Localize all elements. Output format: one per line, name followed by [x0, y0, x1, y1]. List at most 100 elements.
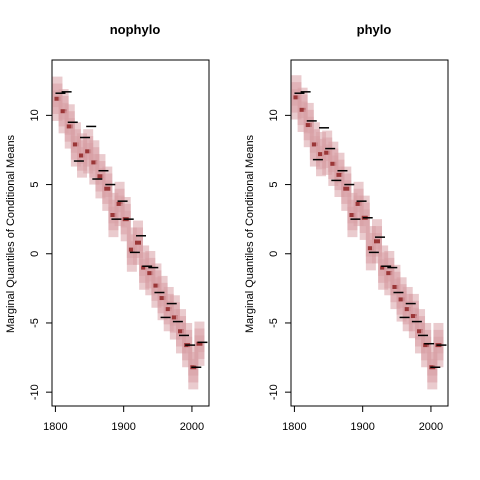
quantile-band [341, 166, 352, 211]
quantile-band [157, 275, 168, 321]
median-mark [141, 265, 148, 270]
median-mark [153, 283, 160, 288]
quantile-band [139, 245, 150, 290]
quantile-band [114, 181, 125, 227]
x-tick-label: 2000 [180, 421, 204, 433]
median-mark [299, 107, 306, 112]
median-mark [410, 314, 417, 319]
quantile-band [384, 250, 395, 296]
quantile-band [402, 286, 413, 332]
quantile-band [176, 309, 187, 354]
panel-nophylo: nophylo Marginal Quantiles of Conditiona… [5, 22, 210, 433]
y-tick-label: 0 [268, 251, 280, 257]
chart-title: phylo [357, 22, 392, 37]
axes: 1800 1900 2000 10 5 0 -5 -10 [268, 109, 443, 433]
quantile-band [95, 154, 106, 199]
quantile-band [126, 227, 137, 272]
y-tick-label: 5 [268, 181, 280, 187]
quantile-band [70, 122, 81, 167]
median-mark [324, 150, 331, 155]
median-mark [66, 124, 73, 129]
median-mark [404, 307, 411, 312]
y-tick-label: 0 [29, 251, 41, 257]
quantile-band [378, 245, 389, 290]
median-mark [171, 315, 178, 320]
median-mark [318, 152, 325, 157]
quantile-band [145, 250, 156, 296]
median-mark [178, 329, 185, 334]
quantile-band [102, 166, 113, 211]
quantile-band [415, 309, 426, 354]
x-tick-label: 1900 [350, 421, 374, 433]
data-marks [291, 75, 447, 390]
median-mark [386, 271, 393, 276]
median-mark [343, 186, 350, 191]
quantile-band [365, 226, 376, 271]
panel-phylo: phylo Marginal Quantiles of Conditional … [244, 22, 449, 433]
quantile-band [396, 277, 407, 322]
median-mark [54, 96, 61, 101]
median-mark [110, 213, 117, 218]
chart-title: nophylo [110, 22, 161, 37]
quantile-band [58, 89, 69, 134]
y-axis-label: Marginal Quantiles of Conditional Means [5, 134, 17, 333]
x-tick-label: 1800 [282, 421, 306, 433]
x-tick-label: 1800 [43, 421, 67, 433]
median-mark [159, 296, 166, 301]
median-mark [392, 284, 399, 289]
x-tick-label: 2000 [419, 421, 443, 433]
median-mark [104, 186, 111, 191]
median-mark [355, 201, 362, 206]
quantile-band [353, 181, 364, 227]
quantile-band [52, 76, 63, 121]
quantile-band [408, 293, 419, 339]
quantile-band [133, 220, 144, 265]
y-tick-label: 10 [268, 109, 280, 121]
x-tick-label: 1900 [111, 421, 135, 433]
quantile-band [316, 131, 327, 177]
quantile-band [83, 129, 94, 174]
median-mark [79, 153, 86, 158]
median-mark [196, 341, 203, 346]
median-mark [293, 95, 300, 100]
quantile-band [421, 322, 432, 368]
y-tick-label: -5 [268, 318, 280, 328]
y-axis-label: Marginal Quantiles of Conditional Means [244, 134, 256, 333]
y-tick-label: 5 [29, 181, 41, 187]
median-mark [367, 246, 374, 251]
median-mark [305, 123, 312, 128]
median-mark [311, 142, 318, 147]
quantile-band [322, 130, 333, 175]
median-mark [91, 160, 98, 165]
quantile-band [297, 87, 308, 132]
quantile-band [151, 263, 162, 308]
quantile-band [89, 140, 100, 185]
median-mark [380, 265, 387, 270]
quantile-band [64, 104, 75, 149]
quantile-band [303, 102, 314, 148]
median-mark [135, 240, 142, 245]
median-mark [423, 343, 430, 348]
quantile-band [163, 286, 174, 332]
median-mark [85, 149, 92, 154]
median-mark [336, 172, 343, 177]
quantile-band [347, 192, 358, 238]
y-tick-label: -10 [268, 384, 280, 400]
axes: 1800 1900 2000 10 5 0 -5 -10 [29, 109, 204, 433]
quantile-band [309, 122, 320, 167]
quantile-band [291, 75, 302, 120]
quantile-band [169, 295, 180, 340]
median-mark [330, 161, 337, 166]
quantile-band [77, 133, 88, 178]
median-mark [60, 109, 67, 114]
y-tick-label: -5 [29, 318, 41, 328]
median-mark [97, 174, 104, 179]
median-mark [398, 297, 405, 302]
median-mark [128, 247, 135, 252]
y-tick-label: -10 [29, 384, 41, 400]
quantile-band [390, 264, 401, 310]
median-mark [165, 307, 172, 312]
quantile-band [334, 152, 345, 198]
median-mark [147, 271, 154, 276]
